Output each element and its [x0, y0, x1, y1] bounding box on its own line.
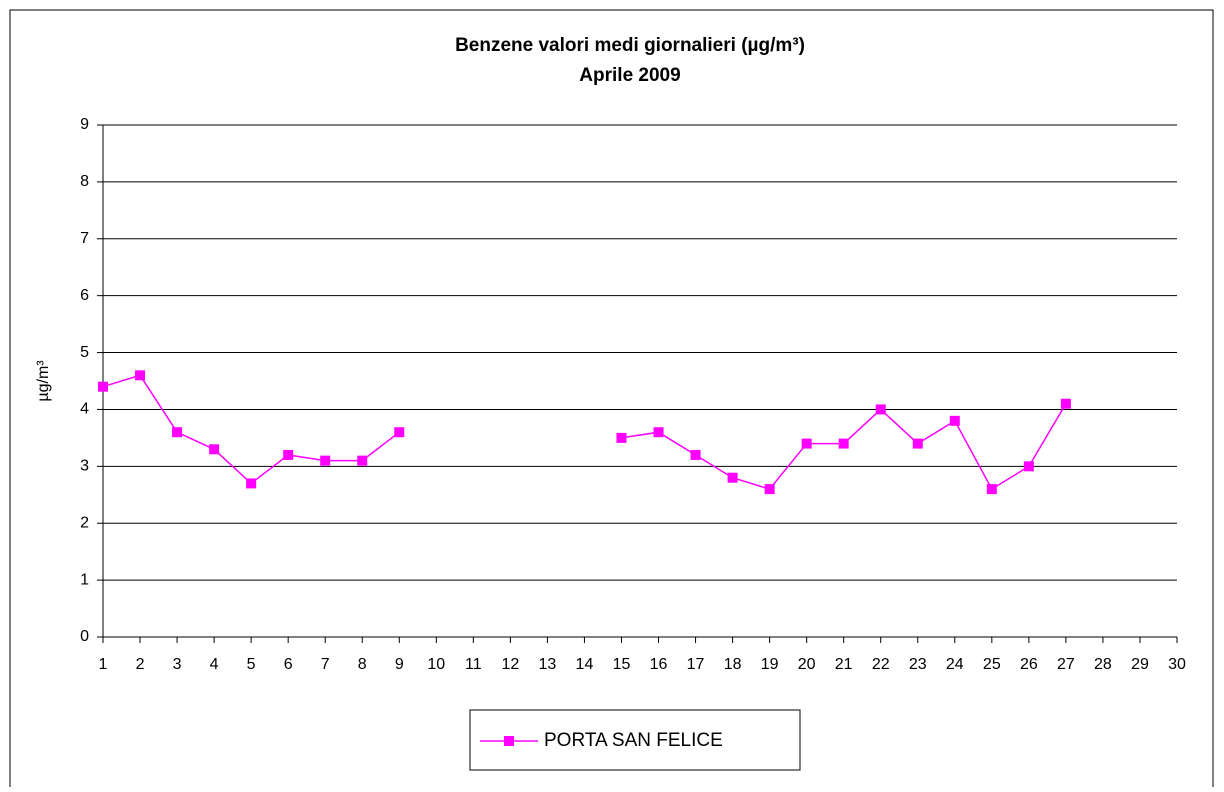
x-tick-label: 29 — [1131, 656, 1149, 673]
x-tick-label: 23 — [909, 656, 927, 673]
x-tick-label: 18 — [724, 656, 742, 673]
series-marker — [320, 455, 331, 466]
x-tick-label: 22 — [872, 656, 890, 673]
series-marker — [690, 449, 701, 460]
x-tick-label: 28 — [1094, 656, 1112, 673]
series-marker — [875, 404, 886, 415]
y-tick-label: 7 — [80, 230, 89, 247]
series-marker — [912, 438, 923, 449]
legend-label: PORTA SAN FELICE — [544, 730, 723, 751]
x-tick-label: 17 — [687, 656, 705, 673]
x-tick-label: 2 — [136, 656, 145, 673]
x-tick-label: 7 — [321, 656, 330, 673]
series-marker — [949, 415, 960, 426]
y-tick-label: 9 — [80, 116, 89, 133]
x-tick-label: 30 — [1168, 656, 1186, 673]
x-tick-label: 11 — [465, 656, 482, 673]
x-tick-label: 26 — [1020, 656, 1038, 673]
series-marker — [764, 484, 775, 495]
x-tick-label: 25 — [983, 656, 1001, 673]
x-tick-label: 9 — [395, 656, 404, 673]
x-tick-label: 13 — [539, 656, 557, 673]
series-marker — [209, 444, 220, 455]
x-tick-label: 27 — [1057, 656, 1075, 673]
x-tick-label: 1 — [99, 656, 108, 673]
y-axis-label: µg/m³ — [35, 360, 52, 402]
series-marker — [1060, 398, 1071, 409]
x-tick-label: 16 — [650, 656, 668, 673]
series-marker — [135, 370, 146, 381]
chart-title: Benzene valori medi giornalieri (µg/m³) — [455, 35, 805, 56]
x-tick-label: 19 — [761, 656, 779, 673]
x-tick-label: 15 — [613, 656, 631, 673]
x-tick-label: 14 — [576, 656, 594, 673]
series-marker — [357, 455, 368, 466]
series-marker — [616, 432, 627, 443]
legend-box — [469, 709, 801, 771]
y-tick-label: 5 — [80, 344, 89, 361]
y-tick-label: 4 — [80, 401, 89, 418]
series-marker — [98, 381, 108, 392]
x-tick-label: 5 — [247, 656, 256, 673]
x-tick-label: 4 — [210, 656, 219, 673]
series-marker — [801, 438, 812, 449]
series-marker — [727, 472, 738, 483]
chart-frame — [9, 9, 1214, 792]
y-tick-label: 6 — [80, 287, 89, 304]
x-tick-label: 3 — [173, 656, 182, 673]
y-tick-label: 2 — [80, 514, 89, 531]
x-tick-label: 20 — [798, 656, 816, 673]
x-tick-label: 24 — [946, 656, 964, 673]
x-tick-label: 10 — [427, 656, 445, 673]
y-tick-label: 0 — [80, 628, 89, 645]
x-tick-label: 8 — [358, 656, 367, 673]
x-tick-label: 6 — [284, 656, 293, 673]
series-marker — [1023, 461, 1034, 472]
series-marker — [838, 438, 849, 449]
chart-subtitle: Aprile 2009 — [579, 65, 680, 86]
series-marker — [394, 427, 405, 438]
series-marker — [986, 484, 997, 495]
series-marker — [246, 478, 257, 489]
y-tick-label: 3 — [80, 458, 89, 475]
series-marker — [283, 449, 294, 460]
y-tick-label: 8 — [80, 173, 89, 190]
series-marker — [172, 427, 183, 438]
legend-swatch-marker — [504, 736, 514, 746]
y-tick-label: 1 — [80, 571, 89, 588]
x-tick-label: 21 — [835, 656, 853, 673]
series-marker — [653, 427, 664, 438]
x-tick-label: 12 — [501, 656, 519, 673]
